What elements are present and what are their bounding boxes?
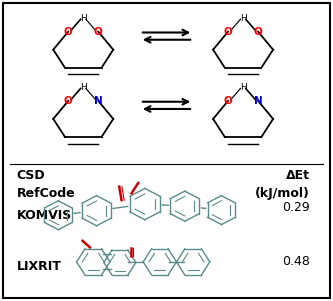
Text: CSD: CSD: [17, 169, 45, 182]
Text: H: H: [240, 83, 246, 92]
Text: (kJ/mol): (kJ/mol): [255, 187, 310, 200]
Text: O: O: [94, 26, 103, 37]
Text: N: N: [254, 96, 262, 106]
Text: O: O: [254, 26, 262, 37]
Text: O: O: [224, 96, 232, 106]
Text: H: H: [240, 14, 246, 23]
Text: LIXRIT: LIXRIT: [17, 260, 62, 273]
Text: O: O: [64, 26, 73, 37]
Text: O: O: [64, 96, 73, 106]
Text: KOMVIS: KOMVIS: [17, 209, 72, 222]
Text: H: H: [80, 14, 87, 23]
Text: O: O: [224, 26, 232, 37]
Text: RefCode: RefCode: [17, 187, 75, 200]
Text: 0.48: 0.48: [282, 255, 310, 268]
Text: H: H: [80, 83, 87, 92]
Text: ΔEt: ΔEt: [286, 169, 310, 182]
Text: N: N: [94, 96, 103, 106]
Text: 0.29: 0.29: [282, 201, 310, 214]
